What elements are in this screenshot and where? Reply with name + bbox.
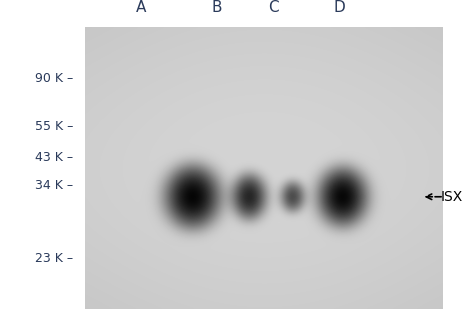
Text: ISX: ISX <box>440 190 463 204</box>
Text: 43 K –: 43 K – <box>35 151 73 164</box>
Text: C: C <box>268 0 278 15</box>
Text: 90 K –: 90 K – <box>35 72 73 85</box>
Text: D: D <box>333 0 345 15</box>
Text: B: B <box>211 0 222 15</box>
Text: 34 K –: 34 K – <box>35 179 73 192</box>
Text: A: A <box>136 0 146 15</box>
Text: 23 K –: 23 K – <box>35 252 73 265</box>
Text: 55 K –: 55 K – <box>35 120 73 133</box>
